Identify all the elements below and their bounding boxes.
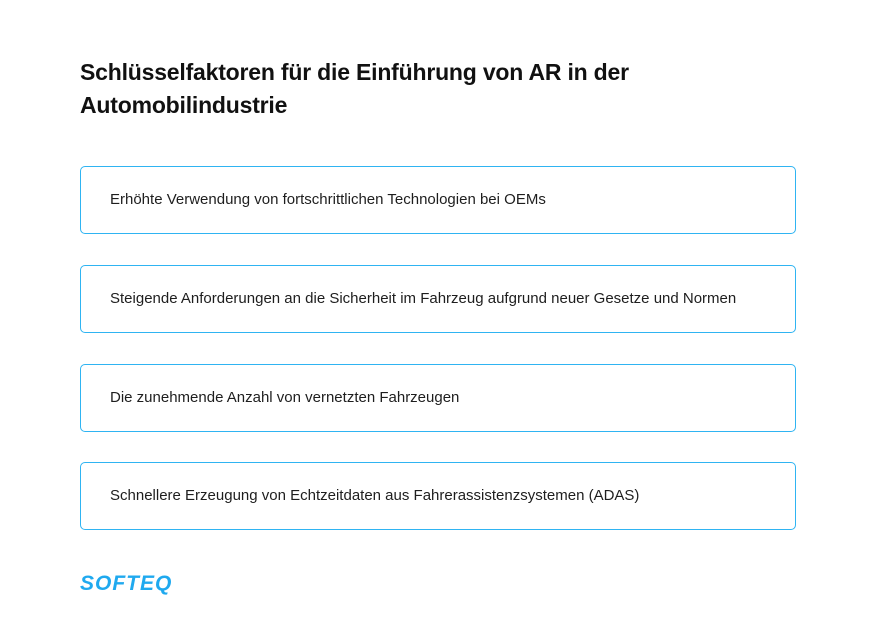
page-title: Schlüsselfaktoren für die Einführung von… xyxy=(80,59,629,118)
factor-box: Schnellere Erzeugung von Echtzeitdaten a… xyxy=(80,462,796,530)
factor-box: Die zunehmende Anzahl von vernetzten Fah… xyxy=(80,364,796,432)
factor-box: Erhöhte Verwendung von fortschrittlichen… xyxy=(80,166,796,234)
factor-text: Steigende Anforderungen an die Sicherhei… xyxy=(110,290,737,307)
factor-text: Schnellere Erzeugung von Echtzeitdaten a… xyxy=(110,487,640,504)
factor-text: Erhöhte Verwendung von fortschrittlichen… xyxy=(110,191,546,208)
factor-text: Die zunehmende Anzahl von vernetzten Fah… xyxy=(110,389,460,406)
factor-box: Steigende Anforderungen an die Sicherhei… xyxy=(80,265,796,333)
softeq-logo: SOFTEQ xyxy=(80,572,173,595)
